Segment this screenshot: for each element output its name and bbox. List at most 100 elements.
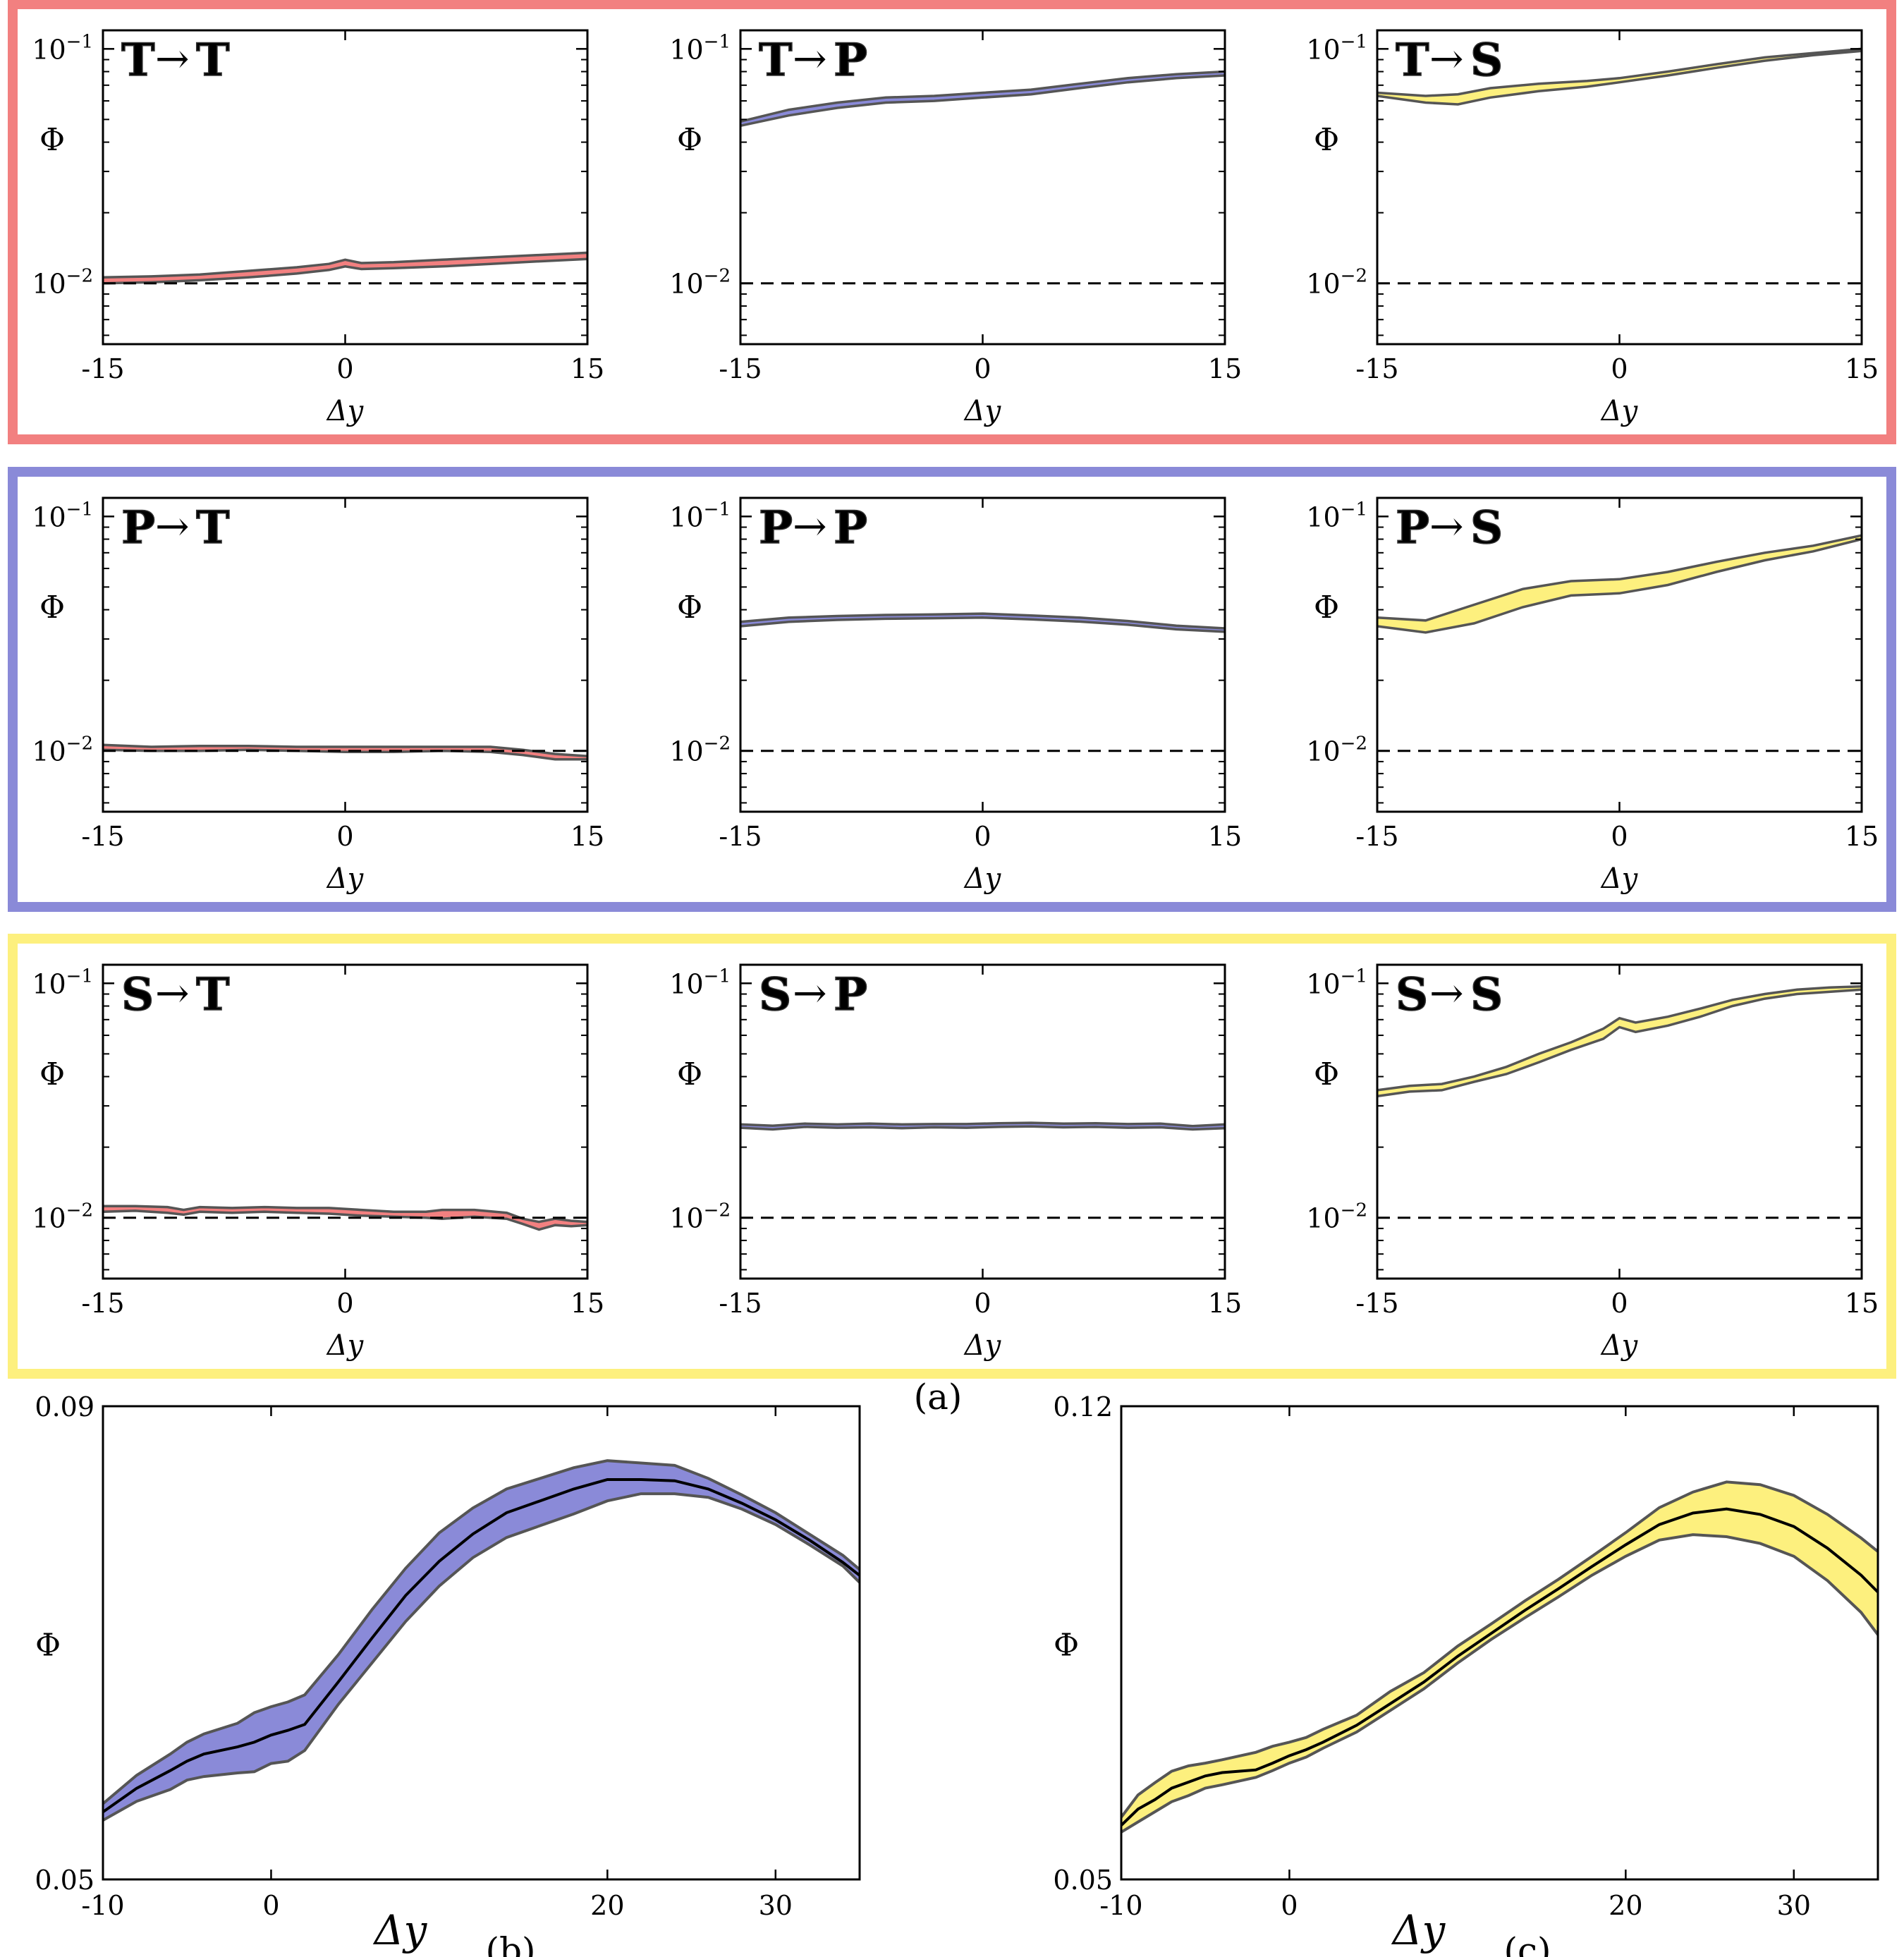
panel-title: P → P xyxy=(758,501,868,555)
y-axis-label: Φ xyxy=(39,1056,65,1092)
band-area xyxy=(1377,535,1862,633)
title-arrow: → xyxy=(155,502,190,550)
x-tick-label: 0 xyxy=(974,1288,991,1319)
x-tick-label: -15 xyxy=(81,821,124,852)
panel-PT: 10−1 10−2 -15 0 15 Δy Φ P → T xyxy=(32,496,604,895)
panel-b: -10 0 20 30 0.05 0.09 Φ Δy (b) xyxy=(35,1391,861,1957)
band-upper-edge xyxy=(1377,47,1862,97)
y-axis-label: Φ xyxy=(39,590,65,626)
title-to: P xyxy=(834,34,867,87)
x-tick-label: 20 xyxy=(1609,1890,1642,1921)
y-tick-label: 10−2 xyxy=(669,733,731,767)
plot-frame xyxy=(1376,29,1863,346)
title-from: S xyxy=(1396,968,1428,1021)
x-tick-label: 0 xyxy=(974,821,991,852)
plot-frame xyxy=(102,1405,861,1881)
band-area xyxy=(103,252,587,284)
title-arrow: → xyxy=(1429,969,1464,1017)
y-tick-label: 10−2 xyxy=(1306,266,1367,300)
x-tick-label: 15 xyxy=(1845,1288,1879,1319)
band-lower-edge xyxy=(740,74,1226,128)
x-tick-label: -15 xyxy=(1355,353,1398,384)
y-tick-label: 10−1 xyxy=(32,499,93,532)
title-arrow: → xyxy=(793,969,827,1017)
band-lower-edge xyxy=(1377,988,1862,1098)
y-tick-label: 10−1 xyxy=(669,31,731,65)
title-arrow: → xyxy=(155,35,190,83)
y-tick-label: 10−1 xyxy=(32,965,93,999)
band-area xyxy=(1121,1482,1878,1832)
band-upper-edge xyxy=(103,1205,588,1224)
title-to: T xyxy=(196,34,230,87)
mean-line xyxy=(1120,1507,1879,1827)
x-tick-label: -15 xyxy=(81,1288,124,1319)
y-tick-label: 10−1 xyxy=(1306,31,1367,65)
y-tick-label: 10−1 xyxy=(1306,965,1367,999)
mean-line xyxy=(102,1478,861,1814)
y-tick-label: 10−2 xyxy=(32,1200,93,1234)
y-axis-label: Φ xyxy=(1314,1056,1339,1092)
x-axis-label: Δy xyxy=(326,1329,365,1362)
title-to: T xyxy=(196,501,230,554)
panel-title: S → P xyxy=(758,968,868,1022)
x-tick-label: 15 xyxy=(1208,821,1242,852)
x-axis-label: Δy xyxy=(1600,1329,1639,1362)
y-tick-label: 10−2 xyxy=(32,266,93,300)
caption-b: (b) xyxy=(485,1930,535,1957)
title-to: S xyxy=(1470,501,1503,554)
y-axis-label: Φ xyxy=(1054,1628,1079,1664)
title-from: P xyxy=(759,501,793,554)
panel-TP: 10−1 10−2 -15 0 15 Δy Φ T → P xyxy=(669,29,1242,427)
band-area xyxy=(1377,49,1862,104)
title-from: T xyxy=(1396,34,1429,87)
y-tick-label: 10−1 xyxy=(669,965,731,999)
x-tick-label: 0 xyxy=(1611,1288,1628,1319)
title-to: S xyxy=(1470,34,1503,87)
x-tick-label: 15 xyxy=(1845,821,1879,852)
x-tick-label: 0 xyxy=(336,821,353,852)
x-tick-label: 0 xyxy=(1611,821,1628,852)
band-upper-edge xyxy=(740,70,1226,123)
y-axis-label: Φ xyxy=(1314,590,1339,626)
x-tick-label: 0 xyxy=(974,353,991,384)
band-lower-edge xyxy=(1120,1533,1879,1834)
row-frame-S xyxy=(8,934,1896,1379)
band-upper-edge xyxy=(102,743,588,757)
y-tick-label: 10−2 xyxy=(32,733,93,767)
x-axis-label: Δy xyxy=(326,395,365,427)
x-tick-label: 20 xyxy=(590,1890,624,1921)
y-axis-label: Φ xyxy=(677,1056,702,1092)
band-upper-edge xyxy=(1377,984,1862,1092)
y-tick-label: 0.05 xyxy=(35,1865,94,1896)
panel-PP: 10−1 10−2 -15 0 15 Δy Φ P → P xyxy=(669,496,1242,895)
y-tick-label: 0.05 xyxy=(1053,1865,1113,1896)
caption-c: (c) xyxy=(1503,1930,1551,1957)
y-tick-label: 10−1 xyxy=(669,499,731,532)
y-tick-label: 10−1 xyxy=(32,31,93,65)
x-tick-label: 30 xyxy=(759,1890,793,1921)
band-area xyxy=(103,1461,860,1821)
x-tick-label: 0 xyxy=(1611,353,1628,384)
x-tick-label: 15 xyxy=(1208,353,1242,384)
row-boxes xyxy=(8,0,1896,1379)
band-lower-edge xyxy=(102,257,588,285)
band-upper-edge xyxy=(1377,534,1862,622)
y-tick-label: 10−2 xyxy=(1306,733,1367,767)
plot-frame xyxy=(1120,1405,1879,1881)
band-upper-edge xyxy=(1120,1480,1879,1819)
title-from: T xyxy=(121,34,155,87)
x-tick-label: 15 xyxy=(570,353,604,384)
panel-SP: 10−1 10−2 -15 0 15 Δy Φ S → P xyxy=(669,963,1242,1362)
panel-title: P → T xyxy=(121,501,230,555)
caption-a: (a) xyxy=(914,1377,963,1418)
title-from: T xyxy=(759,34,793,87)
panel-ST: 10−1 10−2 -15 0 15 Δy Φ S → T xyxy=(32,963,604,1362)
band-upper-edge xyxy=(740,612,1226,630)
title-arrow: → xyxy=(793,502,827,550)
panel-title: T → T xyxy=(121,33,230,87)
band-lower-edge xyxy=(102,1209,588,1231)
x-axis-label: Δy xyxy=(1600,862,1639,895)
x-tick-label: -10 xyxy=(81,1890,124,1921)
row-frame-P xyxy=(8,467,1896,912)
